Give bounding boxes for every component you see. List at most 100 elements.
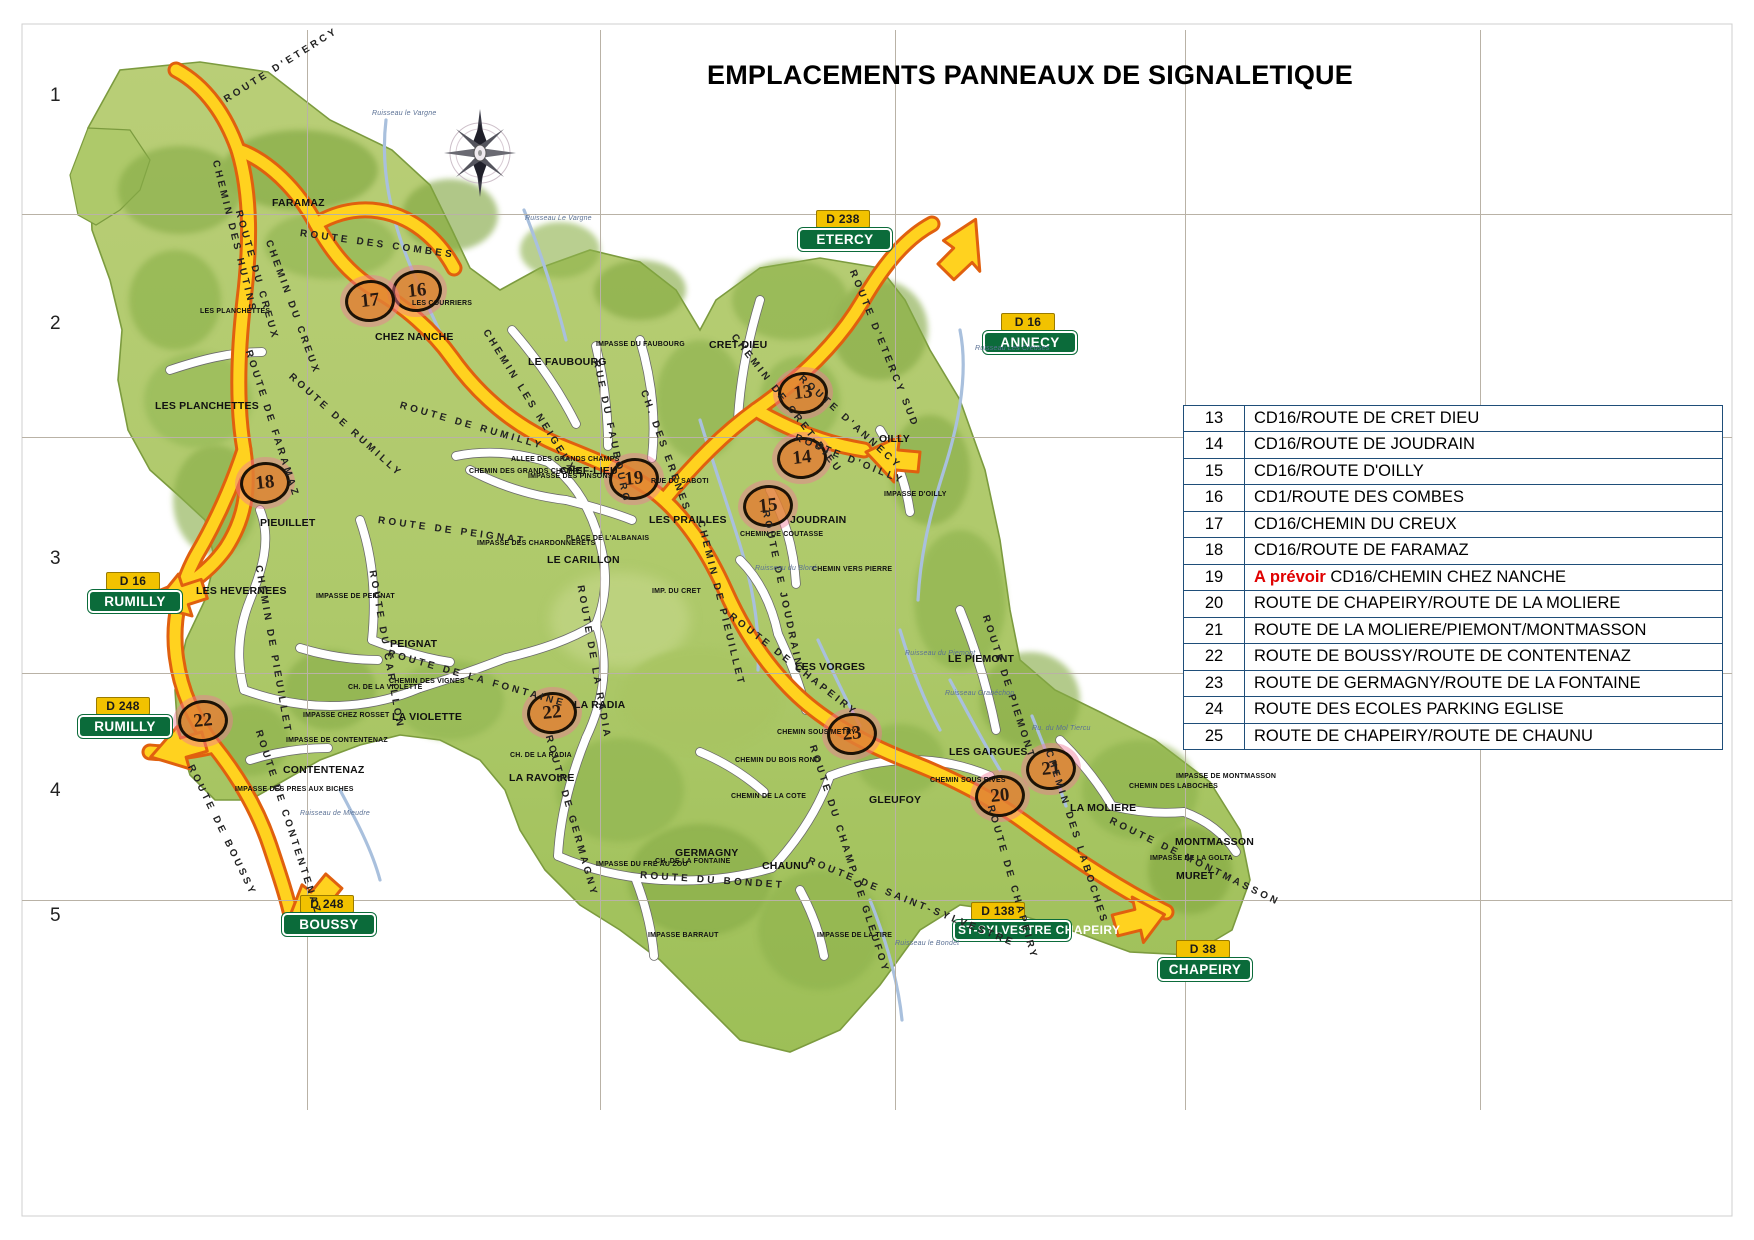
legend-description: CD16/ROUTE DE CRET DIEU (1244, 404, 1723, 433)
road-sign-boussy[interactable]: D 248 BOUSSY (281, 895, 377, 937)
table-row[interactable]: 21 ROUTE DE LA MOLIERE/PIEMONT/MONTMASSO… (1183, 616, 1723, 645)
legend-table: 13 CD16/ROUTE DE CRET DIEU 14 CD16/ROUTE… (1183, 404, 1723, 751)
place-label: IMPASSE BARRAUT (648, 932, 719, 939)
legend-number: 15 (1183, 457, 1245, 486)
river-label: Ruisseau le Vargne (372, 110, 437, 117)
legend-description: CD16/ROUTE DE FARAMAZ (1244, 537, 1723, 565)
place-label: LES VORGES (795, 661, 866, 673)
place-label: FARAMAZ (272, 197, 325, 209)
river-label: Ruisseau de Mieudre (300, 810, 370, 817)
road-sign-number: D 238 (816, 210, 870, 228)
table-row[interactable]: 15 CD16/ROUTE D'OILLY (1183, 457, 1723, 486)
road-sign-destination: RUMILLY (77, 714, 173, 739)
road-sign-number: D 38 (1176, 940, 1230, 958)
streams (338, 118, 1068, 1022)
place-label: OILLY (879, 433, 910, 445)
grid-row-label-3: 3 (50, 548, 61, 569)
table-row[interactable]: 19 A prévoir CD16/CHEMIN CHEZ NANCHE (1183, 563, 1723, 592)
place-label: CHEMIN DES GRANDS CHAMPS (469, 468, 583, 475)
place-label: MURET (1176, 870, 1215, 882)
road-sign-annecy[interactable]: D 16 ANNECY (982, 313, 1078, 355)
legend-description: CD16/ROUTE DE JOUDRAIN (1244, 431, 1723, 459)
legend-description: CD16/CHEMIN DU CREUX (1244, 510, 1723, 539)
legend-number: 16 (1183, 484, 1245, 512)
table-row[interactable]: 20 ROUTE DE CHAPEIRY/ROUTE DE LA MOLIERE (1183, 590, 1723, 618)
river-label: Ruisseau du Bloné (755, 565, 818, 572)
table-row[interactable]: 16 CD1/ROUTE DES COMBES (1183, 484, 1723, 512)
place-label: IMP. DU CRET (652, 588, 701, 595)
road-sign-number: D 16 (1001, 313, 1055, 331)
place-label: PEIGNAT (390, 638, 438, 650)
place-label: IMPASSE DE PEIGNAT (316, 593, 395, 600)
grid-row-label-2: 2 (50, 313, 61, 334)
place-label: CHEMIN DE COUTASSE (740, 531, 824, 538)
table-row[interactable]: 24 ROUTE DES ECOLES PARKING EGLISE (1183, 696, 1723, 724)
road-sign-destination: ST-SYLVESTRE CHAPEIRY (952, 918, 1120, 943)
place-label: LE PIEMONT (948, 653, 1015, 665)
legend-description: ROUTE DES ECOLES PARKING EGLISE (1244, 696, 1723, 724)
table-row[interactable]: 17 CD16/CHEMIN DU CREUX (1183, 510, 1723, 539)
grid-line-v3 (895, 30, 896, 1110)
place-label: CHEMIN DES LABOCHES (1129, 783, 1218, 790)
legend-number: 13 (1183, 404, 1245, 433)
compass-rose (440, 105, 520, 200)
river-label: Ruisseau Les Creuses (975, 345, 1050, 352)
place-label: LA RADIA (574, 699, 626, 711)
place-label: CHEMIN DE LA COTE (731, 793, 807, 800)
legend-description: CD1/ROUTE DES COMBES (1244, 484, 1723, 512)
grid-row-label-4: 4 (50, 780, 61, 801)
local-roads (165, 295, 1241, 961)
road-sign-destination: BOUSSY (281, 912, 377, 937)
road-sign-rumilly-d248[interactable]: D 248 RUMILLY (77, 697, 173, 739)
place-label: LA VIOLETTE (392, 711, 463, 723)
table-row[interactable]: 22 ROUTE DE BOUSSY/ROUTE DE CONTENTENAZ (1183, 643, 1723, 671)
legend-number: 20 (1183, 590, 1245, 618)
place-label: CHEMIN DU BOIS ROND (735, 757, 821, 764)
place-label: LES COURRIERS (412, 300, 473, 307)
place-label: LA RAVOIRE (509, 772, 575, 784)
road-sign-st-sylvestre-chapeiry[interactable]: D 138 ST-SYLVESTRE CHAPEIRY (952, 902, 1120, 943)
river-label: Ruisseau le Bondet (895, 940, 960, 947)
table-row[interactable]: 25 ROUTE DE CHAPEIRY/ROUTE DE CHAUNU (1183, 722, 1723, 751)
place-label: LES PLANCHETTES (200, 308, 271, 315)
legend-number: 21 (1183, 616, 1245, 645)
place-label: CHEF-LIEU (560, 465, 618, 477)
table-row[interactable]: 13 CD16/ROUTE DE CRET DIEU (1183, 404, 1723, 433)
place-label: PIEUILLET (260, 517, 316, 529)
place-label: IMPASSE DES PINSONS (528, 473, 613, 480)
grid-row-label-5: 5 (50, 905, 61, 926)
place-label: CRET DIEU (709, 339, 768, 351)
sheet-border (21, 23, 1733, 1217)
grid-line-h4 (22, 900, 1732, 901)
place-label: LES PRAILLES (649, 514, 727, 526)
table-row[interactable]: 14 CD16/ROUTE DE JOUDRAIN (1183, 431, 1723, 459)
place-label: JOUDRAIN (790, 514, 847, 526)
place-label: IMPASSE DE LA TIRE (817, 932, 893, 939)
place-label: LE CARILLON (547, 554, 620, 566)
grid-row-label-1: 1 (50, 85, 61, 106)
table-row[interactable]: 23 ROUTE DE GERMAGNY/ROUTE DE LA FONTAIN… (1183, 669, 1723, 698)
place-label: CHEMIN DES VIGNES (389, 678, 465, 685)
road-sign-number: D 138 (971, 902, 1025, 920)
place-label: CHAUNU (762, 860, 809, 872)
place-label: ALLEE DES GRANDS CHAMPS (511, 456, 620, 463)
legend-number: 25 (1183, 722, 1245, 751)
legend-description: CD16/ROUTE D'OILLY (1244, 457, 1723, 486)
legend-description: ROUTE DE LA MOLIERE/PIEMONT/MONTMASSON (1244, 616, 1723, 645)
road-sign-number: D 248 (96, 697, 150, 715)
river-label: Ru. du Mol Tiercu (1032, 725, 1091, 732)
road-sign-rumilly-d16[interactable]: D 16 RUMILLY (87, 572, 183, 614)
road-sign-number: D 16 (106, 572, 160, 590)
place-label: CH. DE LA FONTAINE (655, 858, 731, 865)
place-label: IMPASSE DE CONTENTENAZ (286, 737, 388, 744)
grid-line-h3 (22, 673, 1732, 674)
place-label: LES PLANCHETTES (155, 400, 259, 412)
road-sign-destination: CHAPEIRY (1157, 957, 1253, 982)
grid-line-h1 (22, 214, 1732, 215)
place-label: CH. DE LA RADIA (510, 752, 572, 759)
road-sign-chapeiry[interactable]: D 38 CHAPEIRY (1157, 940, 1253, 982)
legend-description-with-prefix: A prévoir CD16/CHEMIN CHEZ NANCHE (1244, 563, 1723, 592)
road-sign-destination: RUMILLY (87, 589, 183, 614)
table-row[interactable]: 18 CD16/ROUTE DE FARAMAZ (1183, 537, 1723, 565)
road-sign-etercy[interactable]: D 238 ETERCY (797, 210, 893, 252)
